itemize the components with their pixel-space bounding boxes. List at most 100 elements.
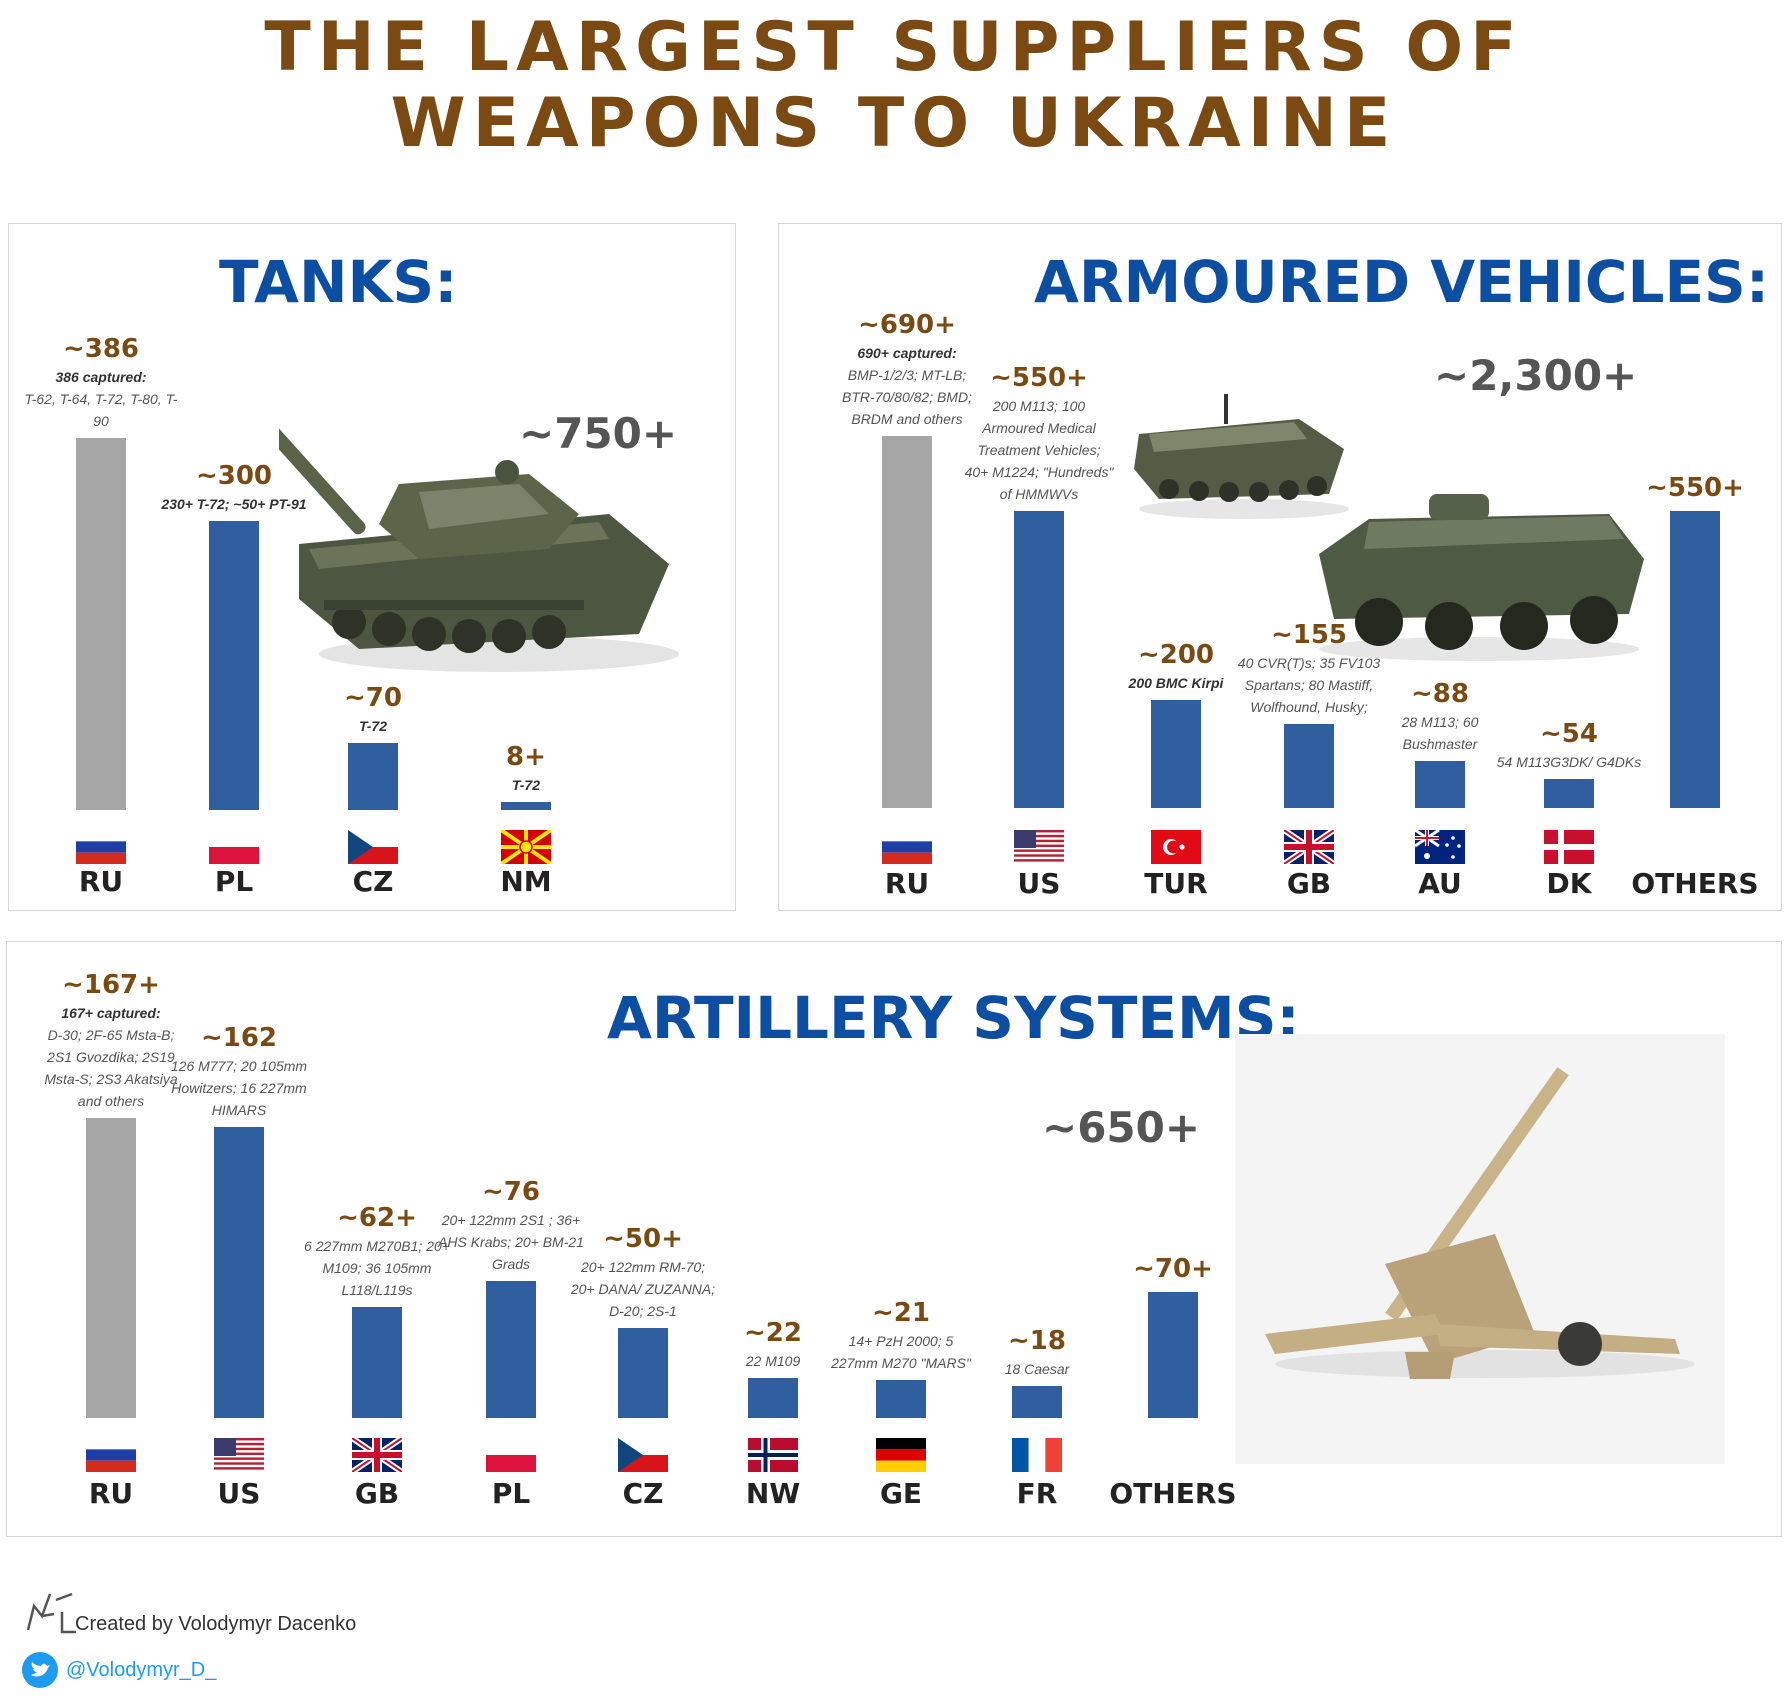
value-label-gb: ~62+: [337, 1202, 417, 1233]
value-label-fr: ~18: [1008, 1325, 1066, 1356]
country-label-cz: CZ: [622, 1477, 664, 1510]
value-label-pl: ~300: [195, 460, 273, 491]
flag-us-icon: [1014, 830, 1064, 864]
note-bold-nm: T-72: [511, 777, 540, 793]
note-bold-ru: 167+ captured:: [61, 1005, 161, 1021]
tank-illustration: [279, 403, 679, 672]
country-label-fr: FR: [1016, 1477, 1058, 1510]
value-label-cz: ~70: [344, 682, 402, 713]
country-label-pl: PL: [491, 1477, 531, 1510]
note-text-ru: D-30; 2F-65 Msta-B; 2S1 Gvozdika; 2S19 M…: [44, 1027, 178, 1109]
country-label-gb: GB: [1286, 867, 1332, 900]
country-label-us: US: [1017, 867, 1061, 900]
note-cz: T-72: [293, 715, 453, 737]
note-text-us: 126 M777; 20 105mm Howitzers; 16 227mm H…: [170, 1057, 308, 1118]
note-text-us: 200 M113; 100 Armoured Medical Treatment…: [964, 398, 1114, 503]
bar-nw: [748, 1378, 798, 1418]
note-text-au: 28 M113; 60 Bushmaster: [1401, 713, 1479, 752]
apc-tracked-illustration: [1134, 394, 1349, 519]
bar-dk: [1544, 778, 1594, 808]
value-label-ru: ~167+: [62, 970, 160, 1000]
country-label-au: AU: [1418, 867, 1462, 900]
signature-logo: [26, 1592, 76, 1634]
value-label-us: ~162: [200, 1022, 278, 1053]
note-pl: 230+ T-72; ~50+ PT-91: [154, 493, 314, 515]
country-label-others: OTHERS: [1631, 867, 1759, 900]
value-label-us: ~550+: [990, 363, 1088, 394]
note-ru: 167+ captured: D-30; 2F-65 Msta-B; 2S1 Gv…: [36, 1002, 186, 1112]
note-tur: 200 BMC Kirpi: [1101, 672, 1251, 694]
note-text-dk: 54 M113G3DK/ G4DKs: [1496, 753, 1642, 770]
bar-au: [1415, 760, 1465, 808]
howitzer-image-frame: [1235, 1034, 1725, 1464]
value-label-pl: ~76: [482, 1177, 540, 1208]
value-label-nm: 8+: [506, 742, 546, 772]
note-pl: 20+ 122mm 2S1 ; 36+ AHS Krabs; 20+ BM-21…: [436, 1209, 586, 1275]
flag-au-icon: [1415, 830, 1465, 864]
country-label-nm: NM: [500, 865, 552, 898]
country-label-ru: RU: [884, 867, 930, 900]
bar-gb: [352, 1306, 402, 1418]
bar-others: [1148, 1292, 1198, 1418]
flag-cz-icon: [348, 830, 398, 864]
artillery-title: ARTILLERY SYSTEMS:: [607, 984, 1300, 1052]
value-label-nw: ~22: [744, 1318, 802, 1349]
flag-ge-icon: [876, 1438, 926, 1472]
note-text-nw: 22 M109: [745, 1353, 801, 1370]
note-text-fr: 18 Caesar: [1004, 1360, 1070, 1377]
bar-ru: [882, 436, 932, 808]
note-gb: 6 227mm M270B1; 20+ M109; 36 105mm L118/…: [302, 1235, 452, 1301]
twitter-handle-link[interactable]: @Volodymyr_D_: [66, 1659, 217, 1681]
main-title-line1: THE LARGEST SUPPLIERS OF: [264, 8, 1524, 87]
note-us: 126 M777; 20 105mm Howitzers; 16 227mm H…: [164, 1055, 314, 1121]
note-bold-pl: 230+ T-72; ~50+ PT-91: [161, 495, 307, 512]
country-label-us: US: [217, 1477, 261, 1510]
howitzer-illustration: [1265, 1067, 1695, 1379]
bar-cz: [618, 1328, 668, 1418]
note-bold-tur: 200 BMC Kirpi: [1128, 675, 1224, 692]
note-ge: 14+ PzH 2000; 5 227mm M270 "MARS": [826, 1330, 976, 1374]
note-bold-cz: T-72: [358, 717, 387, 734]
bar-nm: [501, 802, 551, 810]
note-text-gb: 6 227mm M270B1; 20+ M109; 36 105mm L118/…: [304, 1237, 450, 1298]
bar-cz: [348, 742, 398, 810]
flag-pl-icon: [486, 1438, 536, 1472]
tanks-panel: TANKS: ~750+ ~386 386 captured: T-62, T-64…: [8, 223, 736, 911]
country-label-nw: NW: [745, 1477, 801, 1510]
note-text-gb: 40 CVR(T)s; 35 FV103 Spartans; 80 Mastif…: [1237, 655, 1381, 716]
note-bold-ru: 386 captured:: [55, 369, 147, 385]
country-label-others: OTHERS: [1109, 1477, 1237, 1510]
country-label-dk: DK: [1546, 867, 1592, 900]
note-text-cz: 20+ 122mm RM-70; 20+ DANA/ ZUZANNA; D-20…: [570, 1259, 716, 1320]
value-label-au: ~88: [1411, 678, 1469, 709]
flag-fr-icon: [1012, 1438, 1062, 1472]
country-label-ru: RU: [88, 1477, 134, 1510]
value-label-dk: ~54: [1540, 718, 1598, 749]
note-fr: 18 Caesar: [962, 1358, 1112, 1380]
note-text-pl: 20+ 122mm 2S1 ; 36+ AHS Krabs; 20+ BM-21…: [438, 1212, 584, 1273]
value-label-ge: ~21: [872, 1298, 930, 1329]
country-label-ru: RU: [78, 865, 124, 898]
value-label-others: ~70+: [1133, 1254, 1213, 1285]
main-title-line2: WEAPONS TO UKRAINE: [390, 84, 1398, 163]
value-label-ru: ~386: [62, 334, 140, 364]
flag-nm-icon: [501, 830, 551, 864]
note-nw: 22 M109: [698, 1350, 848, 1372]
armoured-panel: ARMOURED VEHICLES: ~2,300+ ~690+ 690+ cap…: [778, 223, 1782, 911]
note-nm: T-72: [446, 774, 606, 796]
flag-tur-icon: [1151, 830, 1201, 864]
flag-dk-icon: [1544, 830, 1594, 864]
armoured-total: ~2,300+: [1434, 351, 1638, 400]
flag-gb-icon: [352, 1438, 402, 1472]
credit-text: Created by Volodymyr Dacenko: [75, 1613, 357, 1635]
value-label-cz: ~50+: [603, 1224, 683, 1255]
flag-pl-icon: [209, 830, 259, 864]
value-label-ru: ~690+: [858, 310, 956, 340]
bar-ru: [76, 438, 126, 810]
main-title: THE LARGEST SUPPLIERS OF WEAPONS TO UKRA…: [0, 10, 1788, 162]
value-label-gb: ~155: [1270, 620, 1348, 651]
country-label-ge: GE: [879, 1477, 923, 1510]
bar-us: [1014, 511, 1064, 808]
flag-us-icon: [214, 1438, 264, 1472]
twitter-bird-icon: [22, 1652, 58, 1688]
